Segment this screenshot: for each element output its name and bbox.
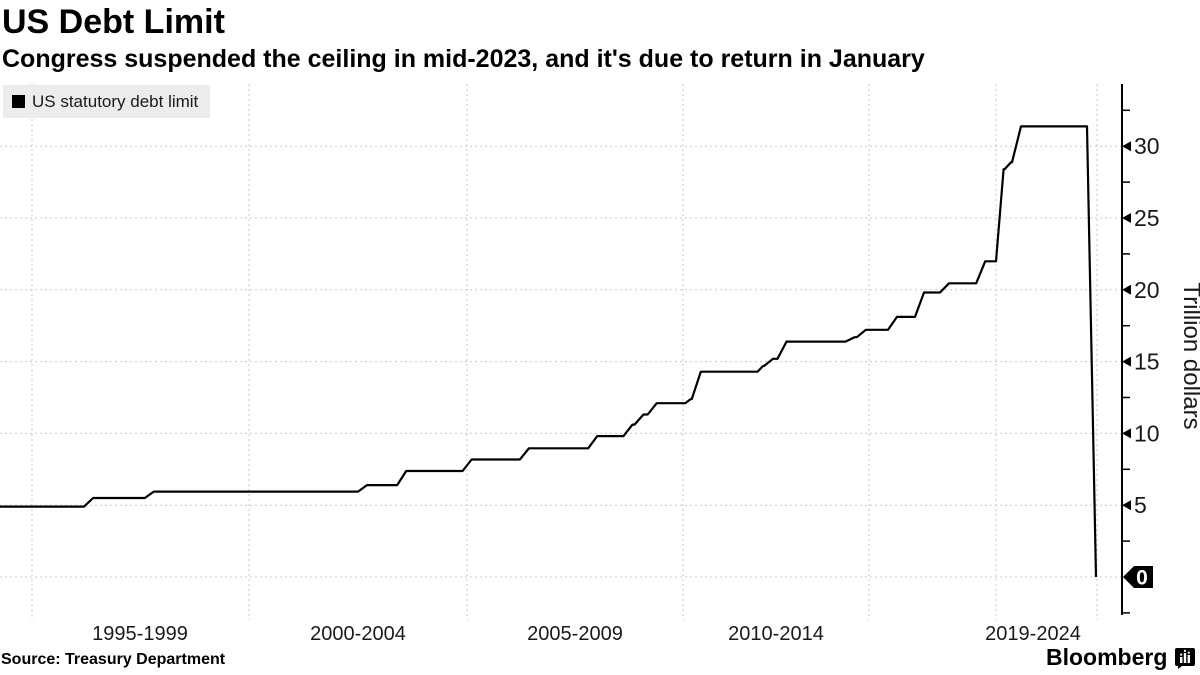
y-axis-major-tick-arrow (1122, 428, 1131, 439)
horizontal-gridlines (0, 145, 1122, 578)
vertical-gridlines (31, 84, 1098, 620)
y-axis-major-tick-arrow (1122, 213, 1131, 223)
legend-square-marker-icon (12, 95, 25, 108)
y-axis: 0 5 10 15 20 25 30 (1121, 84, 1160, 615)
bloomberg-logo: Bloomberg (1046, 644, 1168, 670)
source-note: Source: Treasury Department (1, 651, 226, 668)
page-title: US Debt Limit (2, 3, 225, 41)
y-axis-major-tick-arrow (1122, 284, 1131, 295)
y-axis-major-tick-arrow (1122, 500, 1131, 511)
y-axis-title: Trillion dollars (1178, 282, 1200, 429)
debt-limit-step-line (0, 125, 1098, 578)
x-axis-tick-label: 2019-2024 (985, 623, 1081, 645)
chart-header: US Debt Limit Congress suspended the cei… (2, 2, 925, 73)
y-axis-tick-label: 30 (1134, 133, 1160, 159)
page-subtitle: Congress suspended the ceiling in mid-20… (2, 45, 925, 73)
y-axis-tick-label: 10 (1134, 420, 1160, 446)
bloomberg-chart-bubble-icon (1175, 647, 1196, 669)
y-axis-tick-label: 20 (1134, 277, 1160, 303)
y-axis-major-tick-arrow (1122, 356, 1131, 367)
legend: US statutory debt limit (3, 85, 211, 118)
x-axis-labels: 1995-1999 2000-2004 2005-2009 2010-2014 2019… (92, 623, 1081, 645)
y-axis-tick-label: 25 (1134, 205, 1160, 231)
x-axis-tick-label: 2000-2004 (310, 623, 406, 645)
y-axis-major-tick-arrow (1122, 141, 1131, 152)
x-axis-tick-label: 2005-2009 (527, 623, 623, 645)
y-axis-tick-label: 15 (1134, 349, 1160, 375)
legend-label: US statutory debt limit (32, 91, 199, 111)
x-axis-tick-label: 2010-2014 (728, 623, 824, 645)
zero-badge-label: 0 (1136, 567, 1148, 590)
x-axis-tick-label: 1995-1999 (92, 623, 188, 645)
zero-badge (1123, 566, 1153, 588)
brand-footer: Bloomberg (1046, 644, 1196, 671)
y-axis-tick-label: 5 (1134, 492, 1147, 518)
